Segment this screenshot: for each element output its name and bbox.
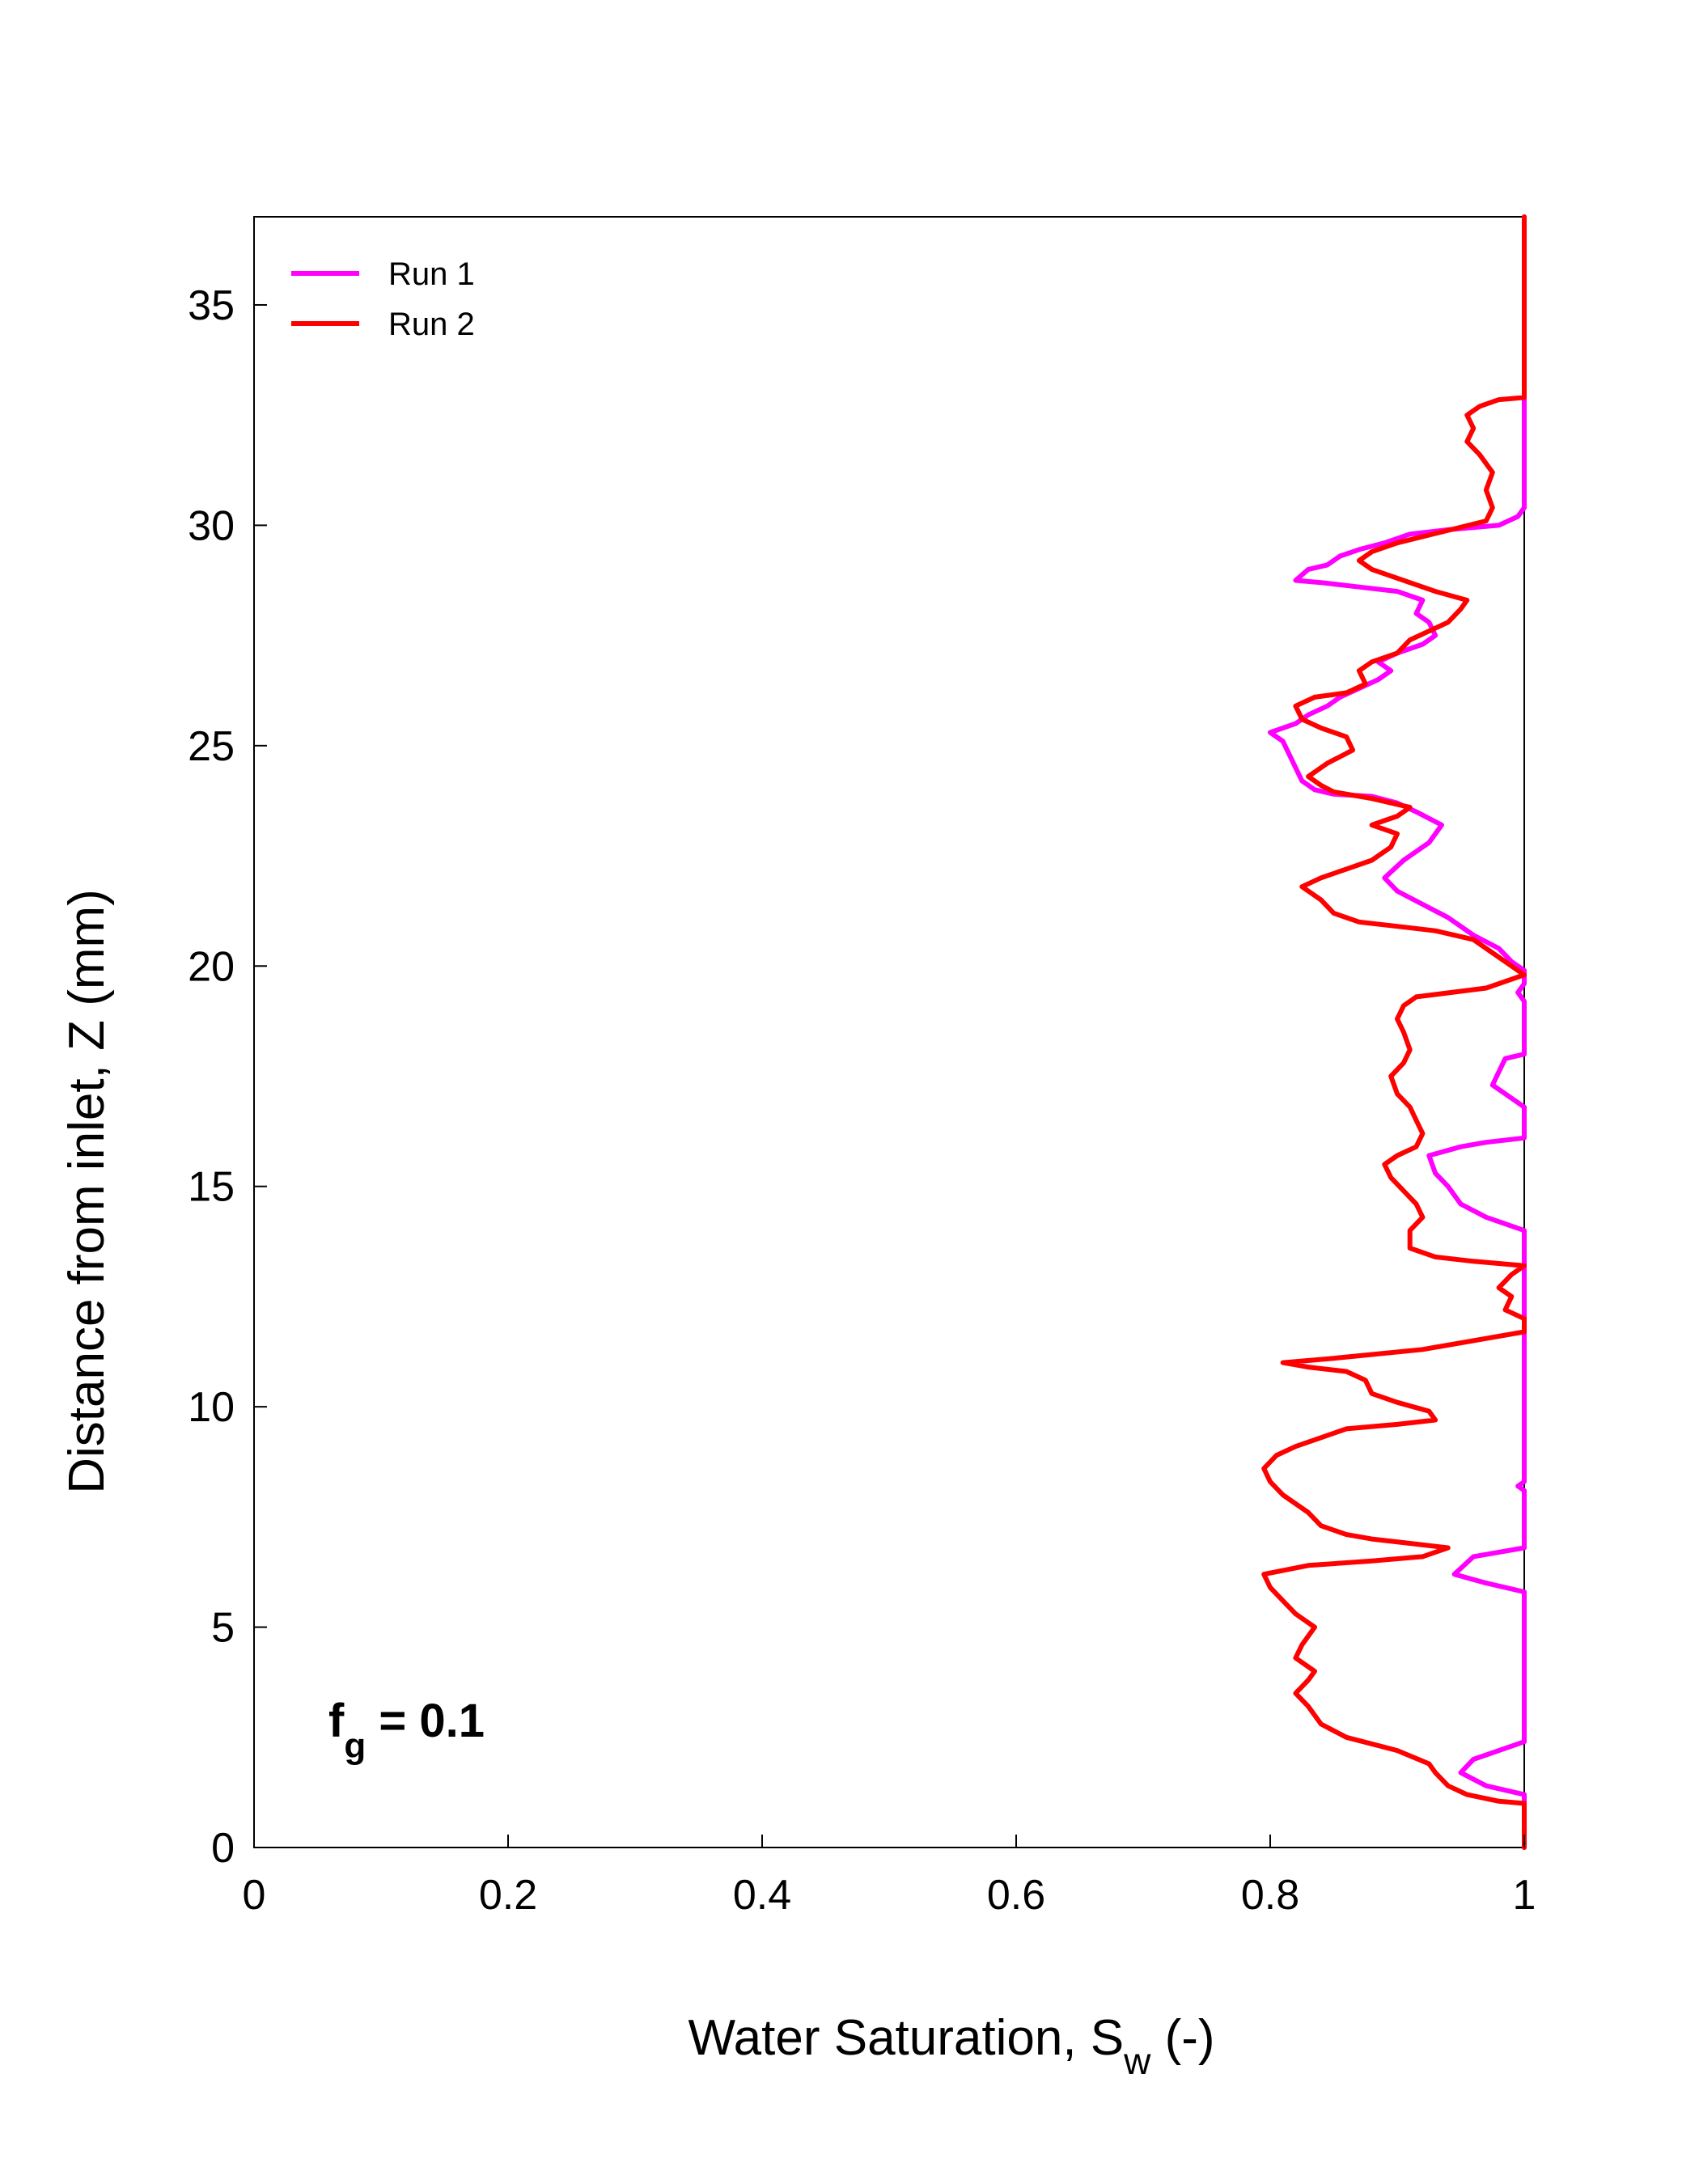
plot-area-border [253, 216, 1525, 1848]
series-line-run-1 [1268, 214, 1527, 1850]
x-axis-label: Water Saturation, Sw (-) [688, 2010, 1214, 2082]
plot-frame [253, 216, 1525, 1848]
y-tick-label: 5 [211, 1605, 235, 1652]
x-tick-label: 0.8 [1241, 1872, 1299, 1919]
x-tick-label: 0.6 [987, 1872, 1045, 1919]
legend-label-run-1: Run 1 [388, 256, 475, 292]
fg-annotation-main: f [328, 1695, 345, 1747]
x-tick-label: 0.2 [479, 1872, 537, 1919]
y-tick-label: 35 [188, 282, 235, 329]
x-axis-label-suffix: (-) [1150, 2010, 1214, 2066]
y-tick-label: 15 [188, 1164, 235, 1211]
legend: Run 1 Run 2 [291, 256, 475, 342]
fg-annotation-value: = 0.1 [366, 1695, 485, 1747]
legend-label-run-2: Run 2 [388, 307, 475, 342]
series-line-run-2 [1261, 214, 1527, 1850]
x-axis-label-main: Water Saturation, S [688, 2010, 1124, 2066]
x-tick-label: 0.4 [733, 1872, 791, 1919]
y-tick-label: 30 [188, 502, 235, 549]
y-tick-label: 25 [188, 723, 235, 770]
y-tick-label: 0 [211, 1825, 235, 1872]
x-tick-label: 0 [243, 1872, 266, 1919]
y-axis-label: Distance from inlet, Z (mm) [59, 889, 115, 1494]
x-axis-label-subscript: w [1123, 2040, 1151, 2082]
y-tick-label: 20 [188, 943, 235, 990]
series-layer [1261, 214, 1527, 1850]
fg-annotation-subscript: g [344, 1726, 366, 1766]
fg-annotation: fg = 0.1 [328, 1695, 485, 1766]
x-tick-label: 1 [1513, 1872, 1536, 1919]
y-tick-label: 10 [188, 1384, 235, 1431]
